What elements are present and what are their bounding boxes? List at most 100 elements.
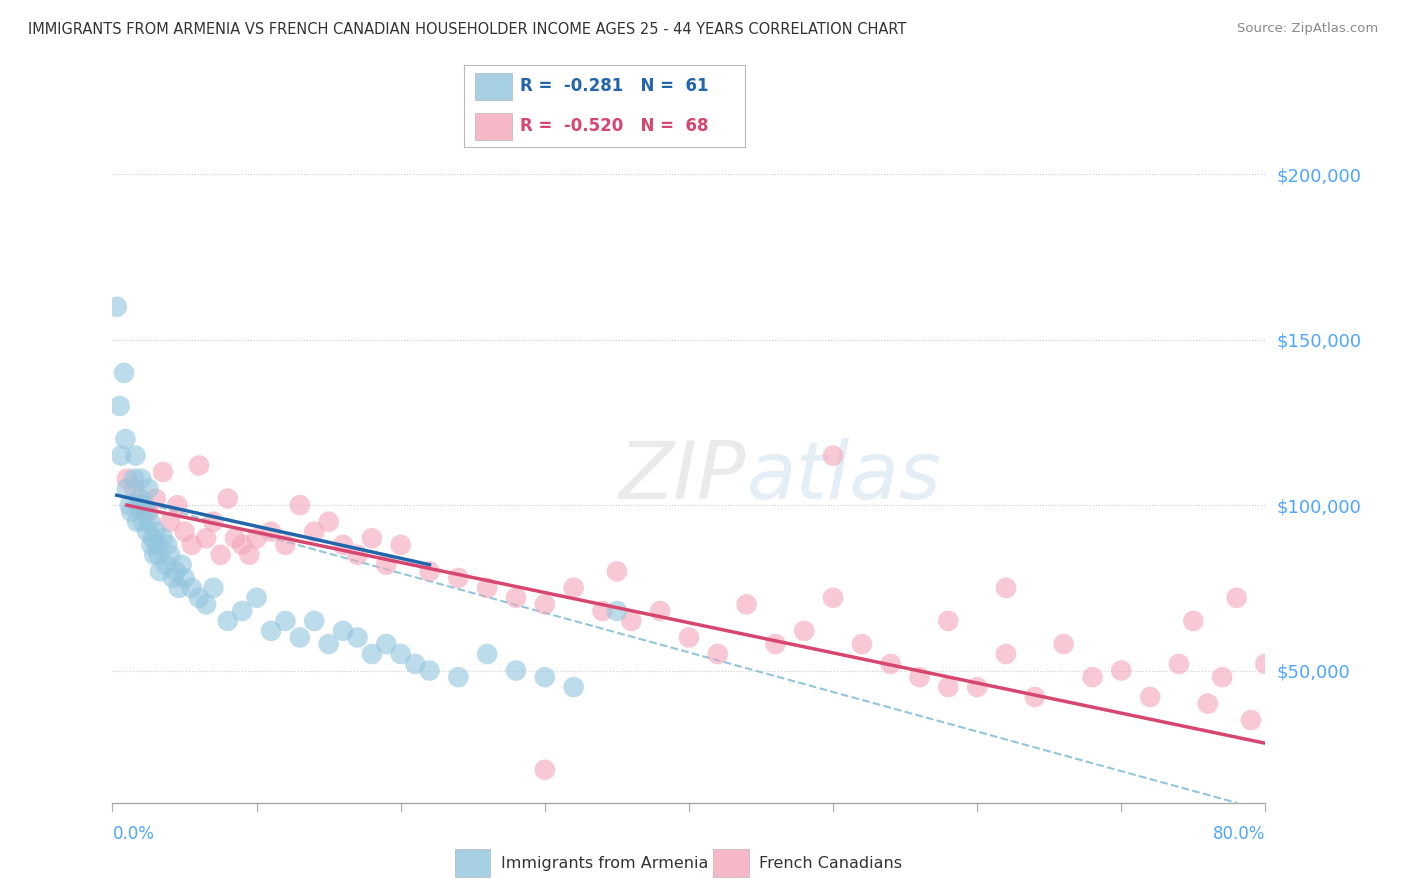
- Point: [209, 548, 232, 562]
- Point: [202, 581, 225, 595]
- Point: [346, 548, 368, 562]
- Point: [155, 558, 177, 572]
- Point: [404, 657, 426, 671]
- Point: [533, 670, 555, 684]
- Point: [620, 614, 643, 628]
- Point: [159, 515, 181, 529]
- Point: [966, 680, 988, 694]
- Point: [118, 498, 141, 512]
- Point: [143, 548, 166, 562]
- Point: [533, 598, 555, 612]
- Point: [1182, 614, 1205, 628]
- Point: [167, 581, 190, 595]
- Point: [1211, 670, 1233, 684]
- Point: [851, 637, 873, 651]
- Point: [145, 491, 167, 506]
- Point: [389, 538, 412, 552]
- Point: [134, 498, 156, 512]
- Point: [245, 591, 267, 605]
- Point: [180, 581, 202, 595]
- Point: [419, 564, 441, 578]
- Point: [793, 624, 815, 638]
- Point: [122, 482, 145, 496]
- Point: [152, 531, 174, 545]
- Point: [648, 604, 672, 618]
- Point: [170, 558, 193, 572]
- Point: [152, 465, 174, 479]
- Text: 0.0%: 0.0%: [112, 825, 155, 843]
- Point: [231, 538, 253, 552]
- Point: [304, 614, 326, 628]
- Point: [735, 598, 758, 612]
- Point: [231, 604, 253, 618]
- Point: [138, 505, 160, 519]
- Point: [110, 449, 132, 463]
- Point: [166, 498, 188, 512]
- Point: [159, 548, 181, 562]
- Point: [606, 564, 628, 578]
- Point: [1052, 637, 1074, 651]
- Point: [706, 647, 728, 661]
- Point: [375, 637, 398, 651]
- Point: [173, 524, 195, 539]
- Point: [173, 571, 195, 585]
- Point: [148, 548, 170, 562]
- Point: [195, 598, 218, 612]
- Point: [245, 531, 267, 545]
- Point: [1024, 690, 1046, 704]
- Text: Immigrants from Armenia: Immigrants from Armenia: [501, 855, 707, 871]
- Point: [188, 591, 211, 605]
- Point: [260, 624, 283, 638]
- Point: [447, 571, 470, 585]
- Point: [419, 664, 441, 678]
- Point: [217, 614, 239, 628]
- Text: R =  -0.520   N =  68: R = -0.520 N = 68: [520, 117, 709, 136]
- Point: [108, 399, 131, 413]
- Bar: [475, 112, 512, 140]
- Point: [141, 538, 163, 552]
- Point: [138, 482, 160, 496]
- Point: [188, 458, 211, 473]
- Point: [1111, 664, 1133, 678]
- Point: [821, 591, 844, 605]
- Bar: [713, 849, 748, 877]
- Point: [274, 538, 297, 552]
- Point: [142, 531, 165, 545]
- Point: [112, 366, 135, 380]
- Point: [346, 631, 368, 645]
- Point: [1197, 697, 1219, 711]
- Point: [1139, 690, 1161, 704]
- Point: [375, 558, 398, 572]
- Point: [114, 432, 136, 446]
- Point: [217, 491, 239, 506]
- Point: [145, 524, 167, 539]
- Point: [122, 472, 145, 486]
- Point: [129, 498, 153, 512]
- Point: [505, 591, 527, 605]
- Point: [288, 631, 311, 645]
- Point: [224, 531, 246, 545]
- Point: [360, 531, 382, 545]
- Point: [165, 564, 187, 578]
- Bar: [475, 72, 512, 100]
- Point: [149, 564, 172, 578]
- Point: [995, 647, 1018, 661]
- Point: [274, 614, 297, 628]
- Point: [146, 538, 169, 552]
- Point: [533, 763, 555, 777]
- Point: [124, 449, 146, 463]
- Point: [505, 664, 527, 678]
- Point: [562, 680, 585, 694]
- Point: [260, 524, 283, 539]
- Point: [238, 548, 260, 562]
- Point: [765, 637, 787, 651]
- Point: [105, 300, 128, 314]
- Point: [936, 680, 959, 694]
- Point: [1167, 657, 1189, 671]
- Point: [195, 531, 218, 545]
- Point: [318, 515, 340, 529]
- Point: [115, 472, 138, 486]
- Point: [475, 581, 498, 595]
- Point: [132, 515, 155, 529]
- Text: 80.0%: 80.0%: [1213, 825, 1265, 843]
